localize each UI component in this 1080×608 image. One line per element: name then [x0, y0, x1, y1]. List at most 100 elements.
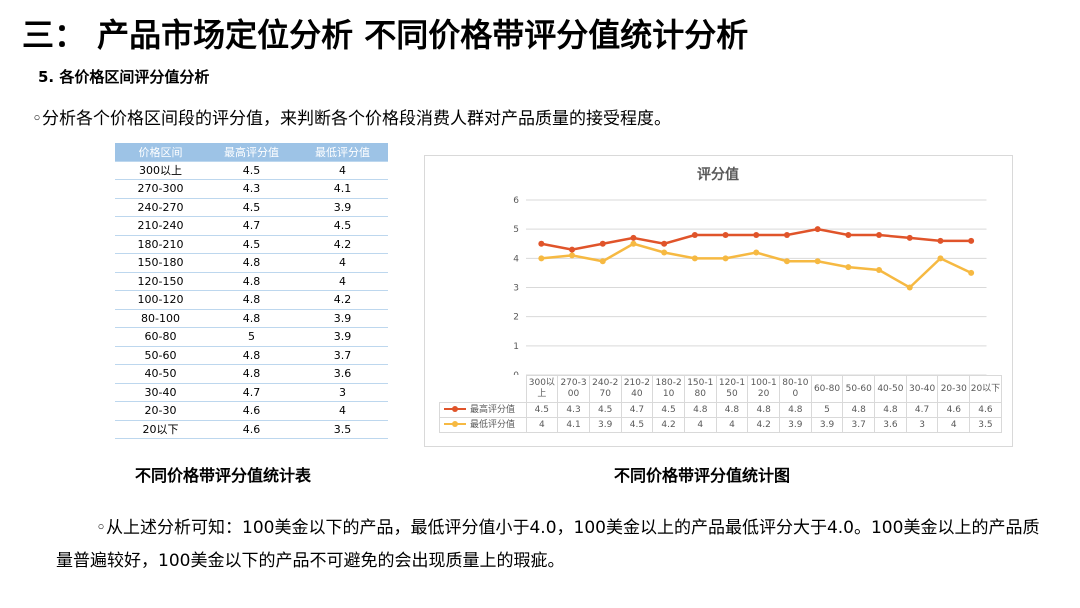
- table-cell: 4.3: [206, 179, 297, 199]
- table-row: 210-240 4.7 4.5: [115, 216, 388, 236]
- data-label: 4: [937, 417, 971, 433]
- column-header: 最低评分值: [297, 143, 388, 162]
- table-cell: 120-150: [115, 272, 206, 291]
- x-tick-label: 30-40: [905, 375, 939, 403]
- data-label: 4: [525, 417, 559, 433]
- series-point: [661, 240, 668, 247]
- data-label: 4.1: [557, 417, 590, 433]
- legend-dot: [452, 406, 458, 412]
- x-tick-label: 240-270: [588, 375, 622, 403]
- legend-label: 最高评分值: [470, 404, 516, 415]
- series-point: [968, 237, 975, 244]
- data-label: 3: [905, 417, 939, 433]
- legend-cell: 最低评分值: [439, 417, 527, 433]
- legend-key: [444, 421, 466, 427]
- table-cell: 4.8: [206, 253, 297, 273]
- table-cell: 270-300: [115, 179, 206, 199]
- table-caption: 不同价格带评分值统计表: [135, 466, 312, 485]
- series-point: [845, 264, 852, 271]
- table-cell: 4.5: [206, 198, 297, 217]
- data-label: 3.6: [874, 417, 907, 433]
- table-cell: 100-120: [115, 290, 206, 310]
- data-label: 3.9: [588, 417, 622, 433]
- x-tick-label: 50-60: [842, 375, 876, 403]
- table-cell: 4.8: [206, 346, 297, 365]
- table-row: 20-30 4.6 4: [115, 401, 388, 421]
- legend-dot: [452, 421, 458, 427]
- data-label: 4.5: [525, 402, 559, 418]
- data-label: 4.5: [620, 417, 654, 433]
- conclusion: ◦从上述分析可知：100美金以下的产品，最低评分值小于4.0，100美金以上的产…: [56, 518, 1040, 571]
- table-cell: 50-60: [115, 346, 206, 365]
- series-point: [538, 240, 545, 247]
- table-cell: 4.6: [206, 420, 297, 439]
- table-cell: 4.7: [206, 216, 297, 236]
- column-header: 价格区间: [115, 143, 206, 162]
- data-label: 4.7: [620, 402, 654, 418]
- series-point: [968, 269, 975, 276]
- table-cell: 150-180: [115, 253, 206, 273]
- data-label: 4.6: [937, 402, 971, 418]
- table-cell: 4.8: [206, 272, 297, 291]
- data-label: 4: [715, 417, 749, 433]
- table-cell: 4.8: [206, 309, 297, 328]
- table-cell: 20-30: [115, 401, 206, 421]
- corner-cell: [440, 376, 527, 403]
- data-label: 4.8: [779, 402, 812, 418]
- table-cell: 3.9: [297, 309, 388, 328]
- category-row: 300以上 270-300 240-270 210-240 180-210 150-180…: [440, 375, 1002, 403]
- table-cell: 4: [297, 253, 388, 273]
- series-point: [722, 232, 729, 238]
- series-point: [876, 267, 883, 273]
- series-point: [599, 240, 606, 247]
- table-cell: 80-100: [115, 309, 206, 328]
- table-cell: 3.5: [297, 420, 388, 439]
- series-point: [937, 255, 944, 262]
- x-tick-label: 80-100: [779, 375, 812, 403]
- x-tick-label: 40-50: [874, 375, 907, 403]
- table-row: 40-50 4.8 3.6: [115, 364, 388, 384]
- x-tick-label: 100-120: [747, 375, 780, 403]
- plot: 评分值 0 1 2 3 4 5 6: [513, 166, 987, 375]
- table-cell: 3: [297, 383, 388, 402]
- series-row: 最低评分值 4 4.1 3.9 4.5 4.2 4 4 4.2 3.9 3.9 3.7 3.6 3 4 3.5: [439, 417, 1002, 433]
- series-point: [569, 246, 576, 253]
- series-point: [569, 252, 576, 259]
- table-cell: 4.2: [297, 290, 388, 310]
- series-point: [906, 284, 913, 291]
- table-cell: 3.9: [297, 327, 388, 347]
- series-point: [691, 255, 698, 262]
- data-label: 4.6: [969, 402, 1002, 418]
- series-point: [753, 232, 760, 238]
- data-label: 4.8: [874, 402, 907, 418]
- data-label: 5: [810, 402, 844, 418]
- x-tick-label: 180-210: [652, 375, 685, 403]
- data-label: 4.8: [842, 402, 876, 418]
- table-cell: 4: [297, 272, 388, 291]
- table-row: 270-300 4.3 4.1: [115, 179, 388, 199]
- table-row: 20以下 4.6 3.5: [115, 420, 388, 439]
- y-tick-label: 0: [513, 371, 519, 375]
- x-tick-label: 270-300: [557, 375, 590, 403]
- y-tick-label: 1: [513, 342, 519, 352]
- chart-caption: 不同价格带评分值统计图: [614, 466, 791, 485]
- series-point: [783, 232, 790, 238]
- data-label: 4: [683, 417, 717, 433]
- data-label: 4.7: [905, 402, 939, 418]
- series-row: 最高评分值 4.5 4.3 4.5 4.7 4.5 4.8 4.8 4.8 4.8 5 4.8 4.8 4…: [439, 402, 1002, 418]
- legend-key: [444, 406, 466, 412]
- table-cell: 4.5: [297, 216, 388, 236]
- data-label: 3.9: [810, 417, 844, 433]
- x-tick-label: 20-30: [937, 375, 971, 403]
- score-table: 价格区间 最高评分值 最低评分值 300以上 4.5 4 270-300 4.3 4.1 240-…: [115, 143, 388, 439]
- data-label: 3.5: [969, 417, 1002, 433]
- x-tick-label: 120-150: [715, 375, 749, 403]
- data-label: 4.8: [715, 402, 749, 418]
- table-row: 100-120 4.8 4.2: [115, 290, 388, 310]
- series-point: [599, 258, 606, 265]
- series-point: [661, 249, 668, 256]
- x-tick-label: 300以上: [525, 375, 559, 403]
- table-cell: 4.2: [297, 235, 388, 254]
- legend-label: 最低评分值: [470, 419, 516, 430]
- table-row: 60-80 5 3.9: [115, 327, 388, 347]
